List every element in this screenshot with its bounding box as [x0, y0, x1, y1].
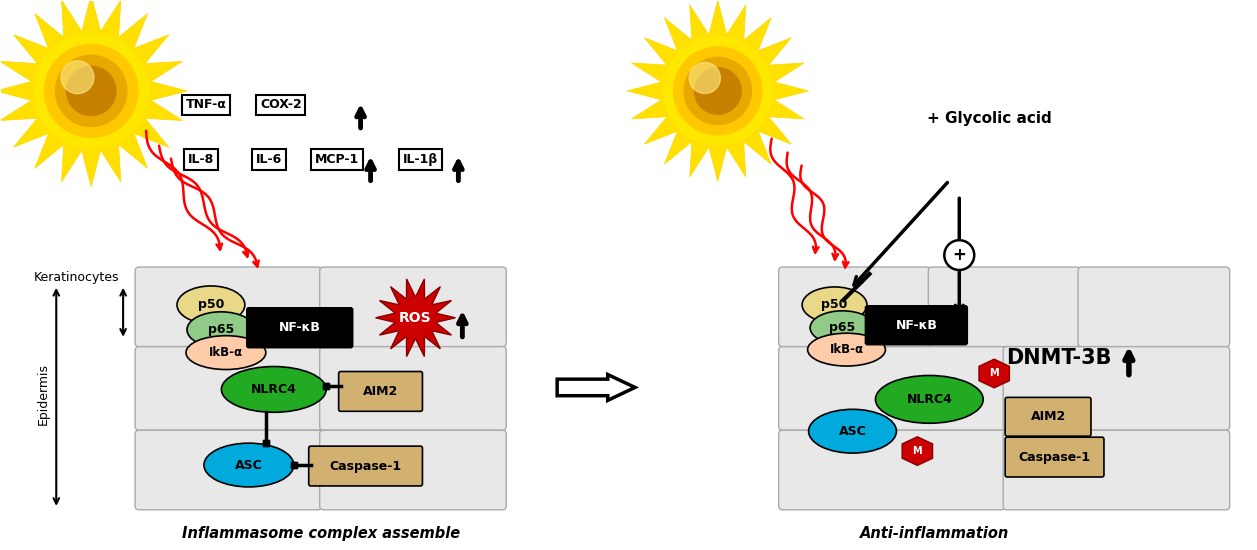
Text: p65: p65	[830, 321, 856, 334]
Text: M: M	[913, 446, 923, 456]
FancyBboxPatch shape	[134, 346, 322, 430]
Text: TNF-α: TNF-α	[186, 98, 226, 111]
Ellipse shape	[186, 336, 265, 370]
Text: IL-8: IL-8	[187, 153, 214, 166]
FancyBboxPatch shape	[1003, 346, 1229, 430]
FancyBboxPatch shape	[319, 430, 507, 510]
Text: DNMT-3B: DNMT-3B	[1007, 348, 1111, 367]
Ellipse shape	[807, 333, 885, 366]
Polygon shape	[627, 1, 808, 182]
Text: Caspase-1: Caspase-1	[329, 460, 402, 472]
Text: NLRC4: NLRC4	[251, 383, 297, 396]
Text: MCP-1: MCP-1	[314, 153, 358, 166]
Ellipse shape	[204, 443, 294, 487]
Ellipse shape	[802, 287, 867, 323]
Text: COX-2: COX-2	[260, 98, 302, 111]
Ellipse shape	[221, 366, 326, 412]
Ellipse shape	[187, 312, 255, 348]
Text: Keratinocytes: Keratinocytes	[34, 272, 119, 284]
Text: p65: p65	[207, 323, 234, 336]
Text: IL-1β: IL-1β	[402, 153, 439, 166]
Text: +: +	[953, 246, 967, 264]
Text: NF-κB: NF-κB	[895, 319, 938, 332]
Text: p50: p50	[821, 298, 847, 311]
Text: AIM2: AIM2	[1031, 410, 1066, 424]
Text: Anti-inflammation: Anti-inflammation	[860, 526, 1009, 541]
FancyBboxPatch shape	[309, 446, 422, 486]
Text: AIM2: AIM2	[363, 385, 398, 398]
FancyBboxPatch shape	[778, 430, 1006, 510]
Circle shape	[67, 67, 116, 116]
FancyBboxPatch shape	[134, 267, 322, 346]
Text: ASC: ASC	[235, 459, 263, 471]
Text: Inflammasome complex assemble: Inflammasome complex assemble	[181, 526, 460, 541]
Text: Caspase-1: Caspase-1	[1018, 450, 1091, 464]
FancyBboxPatch shape	[929, 267, 1080, 346]
FancyBboxPatch shape	[338, 371, 422, 411]
FancyBboxPatch shape	[1079, 267, 1229, 346]
Circle shape	[694, 68, 742, 114]
Text: NLRC4: NLRC4	[906, 393, 953, 406]
FancyBboxPatch shape	[134, 430, 322, 510]
FancyBboxPatch shape	[1003, 430, 1229, 510]
Polygon shape	[376, 279, 455, 356]
Text: + Glycolic acid: + Glycolic acid	[926, 111, 1052, 126]
FancyBboxPatch shape	[246, 308, 353, 348]
Circle shape	[664, 37, 772, 145]
Ellipse shape	[810, 311, 875, 345]
Circle shape	[44, 45, 138, 138]
FancyBboxPatch shape	[319, 346, 507, 430]
Circle shape	[674, 47, 762, 135]
Circle shape	[55, 56, 127, 126]
Circle shape	[689, 63, 720, 94]
Text: IL-6: IL-6	[255, 153, 282, 166]
Polygon shape	[979, 359, 1009, 388]
Text: IkB-α: IkB-α	[830, 343, 864, 356]
Circle shape	[34, 34, 148, 148]
Ellipse shape	[177, 286, 245, 324]
Text: p50: p50	[197, 298, 224, 311]
Circle shape	[944, 240, 974, 270]
Polygon shape	[557, 375, 635, 400]
FancyBboxPatch shape	[778, 267, 930, 346]
Polygon shape	[0, 0, 187, 186]
FancyBboxPatch shape	[778, 346, 1006, 430]
FancyBboxPatch shape	[866, 306, 967, 345]
Text: ROS: ROS	[400, 311, 432, 325]
Text: M: M	[989, 368, 999, 378]
Text: NF-κB: NF-κB	[279, 321, 321, 334]
Ellipse shape	[808, 409, 896, 453]
Ellipse shape	[875, 376, 983, 424]
Circle shape	[684, 57, 752, 124]
Circle shape	[62, 61, 94, 94]
FancyBboxPatch shape	[1006, 437, 1104, 477]
Text: ASC: ASC	[838, 425, 866, 438]
Text: Epidermis: Epidermis	[36, 364, 50, 425]
Polygon shape	[903, 437, 933, 465]
FancyBboxPatch shape	[1006, 398, 1091, 436]
Text: IkB-α: IkB-α	[209, 346, 243, 359]
FancyBboxPatch shape	[319, 267, 507, 346]
